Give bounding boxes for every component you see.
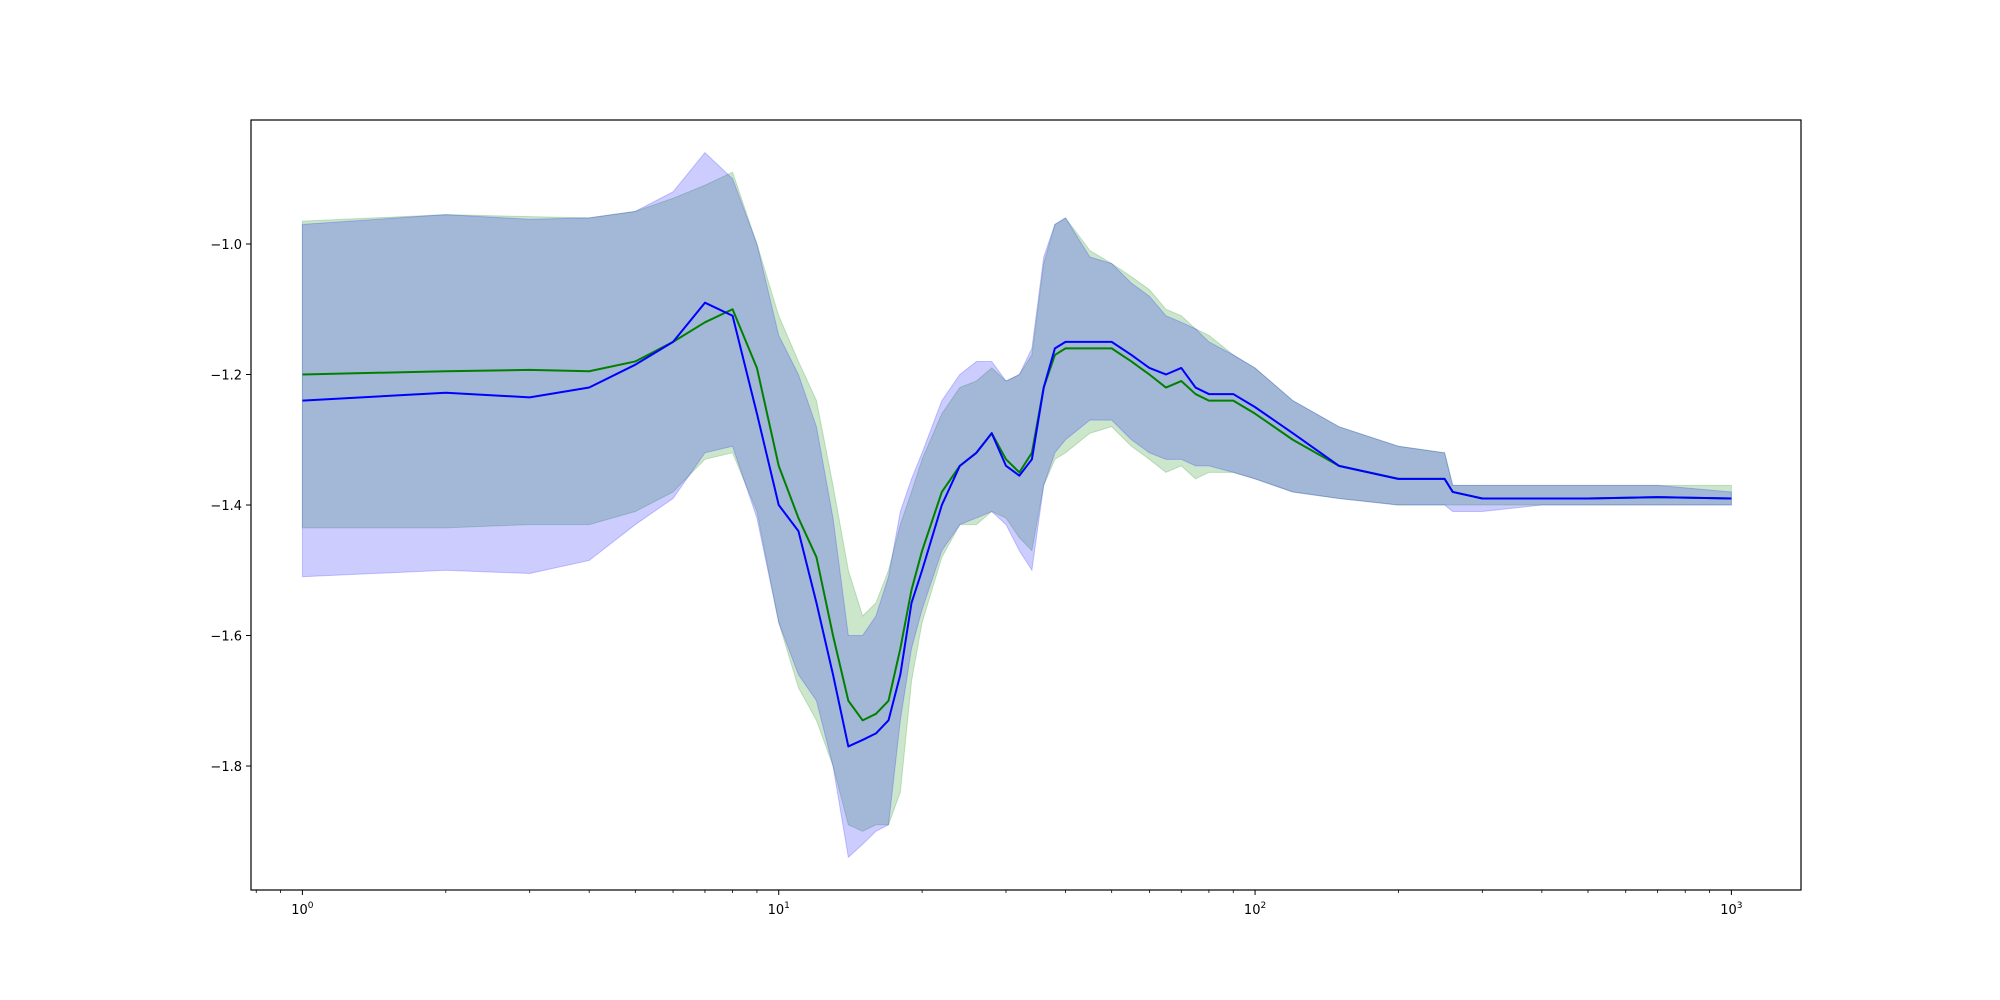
- y-tick-label: −1.2: [210, 368, 242, 383]
- series-lines: [302, 301, 1732, 748]
- y-tick-label: −1.6: [210, 630, 242, 645]
- confidence-band-1: [301, 151, 1732, 859]
- x-tick-label: 100: [291, 901, 314, 918]
- x-tick-label: 101: [768, 901, 790, 918]
- y-tick-label: −1.8: [210, 760, 242, 775]
- y-tick-label: −1.4: [210, 499, 242, 514]
- x-tick-label: 103: [1720, 901, 1742, 918]
- y-tick-label: −1.0: [210, 238, 242, 253]
- x-tick-label: 102: [1244, 901, 1266, 918]
- x-axis: 100 101 102 103: [255, 890, 1743, 918]
- confidence-bands: [301, 151, 1732, 859]
- series-line-1: [302, 301, 1732, 748]
- y-axis: −1.8 −1.6 −1.4 −1.2 −1.0: [210, 238, 251, 775]
- confidence-band-0: [301, 171, 1732, 832]
